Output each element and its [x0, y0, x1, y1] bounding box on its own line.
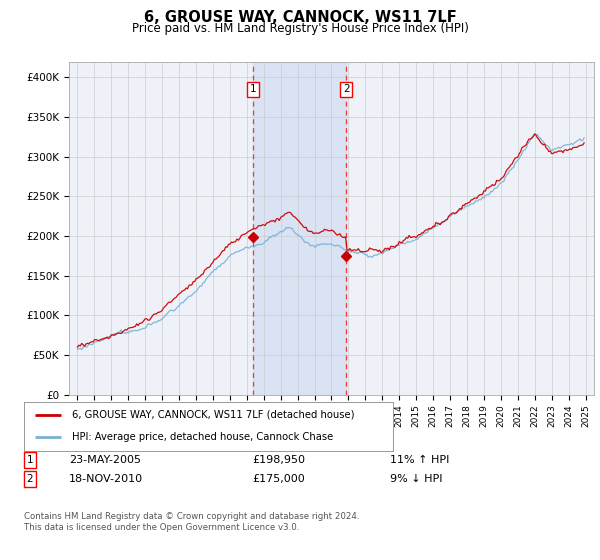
Text: 1: 1 [250, 85, 257, 95]
Text: 11% ↑ HPI: 11% ↑ HPI [390, 455, 449, 465]
Text: Price paid vs. HM Land Registry's House Price Index (HPI): Price paid vs. HM Land Registry's House … [131, 22, 469, 35]
Text: Contains HM Land Registry data © Crown copyright and database right 2024.
This d: Contains HM Land Registry data © Crown c… [24, 512, 359, 532]
Text: HPI: Average price, detached house, Cannock Chase: HPI: Average price, detached house, Cann… [72, 432, 333, 442]
Text: 9% ↓ HPI: 9% ↓ HPI [390, 474, 443, 484]
Text: 2: 2 [343, 85, 350, 95]
Text: £175,000: £175,000 [252, 474, 305, 484]
Bar [253, 62, 346, 395]
Text: 2: 2 [26, 474, 34, 484]
Text: 18-NOV-2010: 18-NOV-2010 [69, 474, 143, 484]
Text: 6, GROUSE WAY, CANNOCK, WS11 7LF: 6, GROUSE WAY, CANNOCK, WS11 7LF [143, 10, 457, 25]
Text: 1: 1 [26, 455, 34, 465]
Text: 23-MAY-2005: 23-MAY-2005 [69, 455, 141, 465]
Text: £198,950: £198,950 [252, 455, 305, 465]
Text: 6, GROUSE WAY, CANNOCK, WS11 7LF (detached house): 6, GROUSE WAY, CANNOCK, WS11 7LF (detach… [72, 410, 355, 420]
